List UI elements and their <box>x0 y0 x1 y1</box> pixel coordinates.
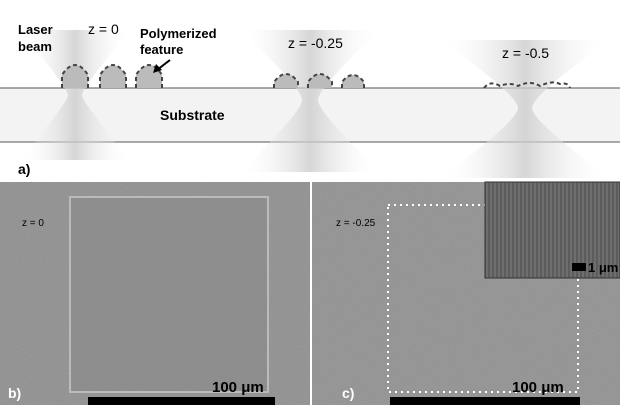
scale-label: 100 μm <box>212 379 264 396</box>
panel-label: c) <box>342 385 354 401</box>
panel-a: Laser beam z = 0 z = -0.25 z = -0.5 Poly… <box>0 21 620 178</box>
panel-label: b) <box>8 385 21 401</box>
z-label: z = 0 <box>22 218 44 229</box>
label: Laser <box>18 22 53 37</box>
panel-c: 1 μm 100 μm z = -0.25 c) <box>312 182 620 405</box>
z-label: z = 0 <box>88 21 119 37</box>
figure: Laser beam z = 0 z = -0.25 z = -0.5 Poly… <box>0 0 620 405</box>
inset-scale-bar <box>572 263 586 271</box>
label: beam <box>18 39 52 54</box>
page: Laser beam z = 0 z = -0.25 z = -0.5 Poly… <box>0 0 620 405</box>
label: feature <box>140 42 183 57</box>
feature <box>342 75 364 88</box>
scale-bar <box>88 397 275 405</box>
scale-bar <box>390 397 580 405</box>
substrate-label: Substrate <box>160 107 225 123</box>
z-label: z = -0.5 <box>502 45 549 61</box>
feature <box>100 65 126 88</box>
panel-b: 100 μm z = 0 b) <box>0 182 310 405</box>
inset-scale-label: 1 μm <box>588 260 618 275</box>
scale-label: 100 μm <box>512 379 564 396</box>
z-label: z = -0.25 <box>288 35 343 51</box>
square-feature <box>70 197 268 392</box>
z-label: z = -0.25 <box>336 218 376 229</box>
label: Polymerized <box>140 26 217 41</box>
panel-label: a) <box>18 161 30 177</box>
